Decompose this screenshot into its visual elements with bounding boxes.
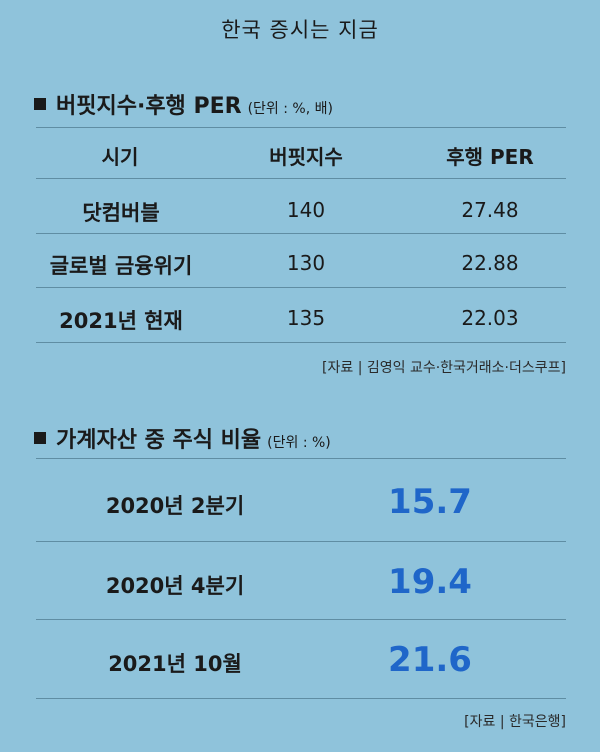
section2-title-text: 가계자산 중 주식 비율 <box>56 428 262 453</box>
row-label: 닷컴버블 <box>82 201 160 225</box>
divider <box>36 233 566 234</box>
row-label: 2021년 현재 <box>59 309 183 333</box>
header-buffett: 버핏지수 <box>269 145 343 169</box>
buffett-value: 130 <box>286 251 326 275</box>
square-bullet-icon <box>34 98 46 110</box>
per-value: 22.03 <box>461 306 519 330</box>
ratio-value: 15.7 <box>388 482 472 522</box>
buffett-value: 140 <box>286 198 326 222</box>
header-per: 후행 PER <box>446 145 534 169</box>
row-label: 글로벌 금융위기 <box>49 254 193 278</box>
ratio-label: 2020년 2분기 <box>105 494 245 518</box>
per-value: 27.48 <box>461 198 519 222</box>
ratio-label: 2021년 10월 <box>108 652 242 676</box>
section2-source: [자료 | 한국은행] <box>464 714 566 730</box>
ratio-value: 21.6 <box>388 640 472 680</box>
divider <box>36 698 566 699</box>
divider <box>36 127 566 128</box>
section1-unit: (단위 : %, 배) <box>247 101 333 117</box>
square-bullet-icon <box>34 432 46 444</box>
per-value: 22.88 <box>461 251 519 275</box>
page-title: 한국 증시는 지금 <box>221 18 379 42</box>
header-period: 시기 <box>101 145 139 169</box>
section1-title-text: 버핏지수·후행 PER <box>56 94 242 119</box>
divider <box>36 541 566 542</box>
ratio-label: 2020년 4분기 <box>105 574 245 598</box>
divider <box>36 342 566 343</box>
section1-title: 버핏지수·후행 PER (단위 : %, 배) <box>34 88 333 120</box>
divider <box>36 178 566 179</box>
buffett-value: 135 <box>286 306 326 330</box>
section2-unit: (단위 : %) <box>267 435 331 451</box>
ratio-value: 19.4 <box>388 562 472 602</box>
divider <box>36 287 566 288</box>
section1-source: [자료 | 김영익 교수·한국거래소·더스쿠프] <box>322 360 566 376</box>
divider <box>36 458 566 459</box>
section2-title: 가계자산 중 주식 비율 (단위 : %) <box>34 422 331 454</box>
divider <box>36 619 566 620</box>
